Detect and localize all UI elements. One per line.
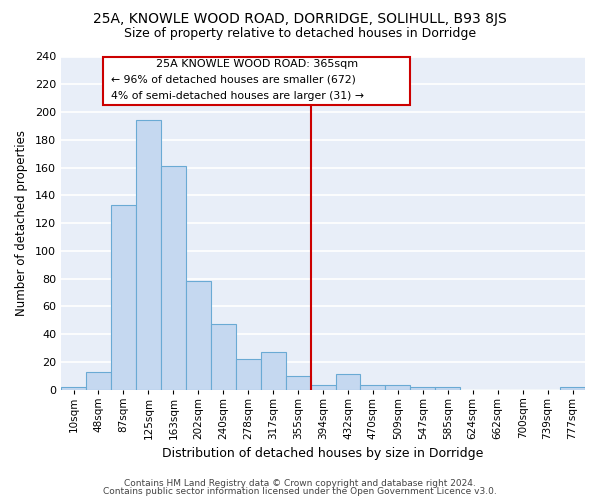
Text: ← 96% of detached houses are smaller (672): ← 96% of detached houses are smaller (67… (111, 74, 356, 85)
Bar (361, 386, 385, 390)
Text: 4% of semi-detached houses are larger (31) →: 4% of semi-detached houses are larger (3… (111, 91, 364, 101)
Bar (111, 205, 136, 390)
Bar (161, 166, 186, 390)
FancyBboxPatch shape (103, 56, 410, 105)
Text: Size of property relative to detached houses in Dorridge: Size of property relative to detached ho… (124, 28, 476, 40)
Bar (410, 387, 436, 390)
Bar (186, 282, 211, 390)
Bar (560, 387, 585, 390)
Text: Contains HM Land Registry data © Crown copyright and database right 2024.: Contains HM Land Registry data © Crown c… (124, 478, 476, 488)
Bar (335, 374, 361, 390)
Bar (385, 386, 410, 390)
Text: 25A KNOWLE WOOD ROAD: 365sqm: 25A KNOWLE WOOD ROAD: 365sqm (156, 60, 358, 70)
Bar (436, 387, 460, 390)
Bar (86, 372, 111, 390)
Text: 25A, KNOWLE WOOD ROAD, DORRIDGE, SOLIHULL, B93 8JS: 25A, KNOWLE WOOD ROAD, DORRIDGE, SOLIHUL… (93, 12, 507, 26)
Text: Contains public sector information licensed under the Open Government Licence v3: Contains public sector information licen… (103, 487, 497, 496)
Bar (260, 352, 286, 390)
Bar (286, 376, 311, 390)
Bar (311, 386, 335, 390)
Bar (236, 359, 260, 390)
Bar (136, 120, 161, 390)
X-axis label: Distribution of detached houses by size in Dorridge: Distribution of detached houses by size … (163, 447, 484, 460)
Bar (211, 324, 236, 390)
Y-axis label: Number of detached properties: Number of detached properties (15, 130, 28, 316)
Bar (61, 387, 86, 390)
